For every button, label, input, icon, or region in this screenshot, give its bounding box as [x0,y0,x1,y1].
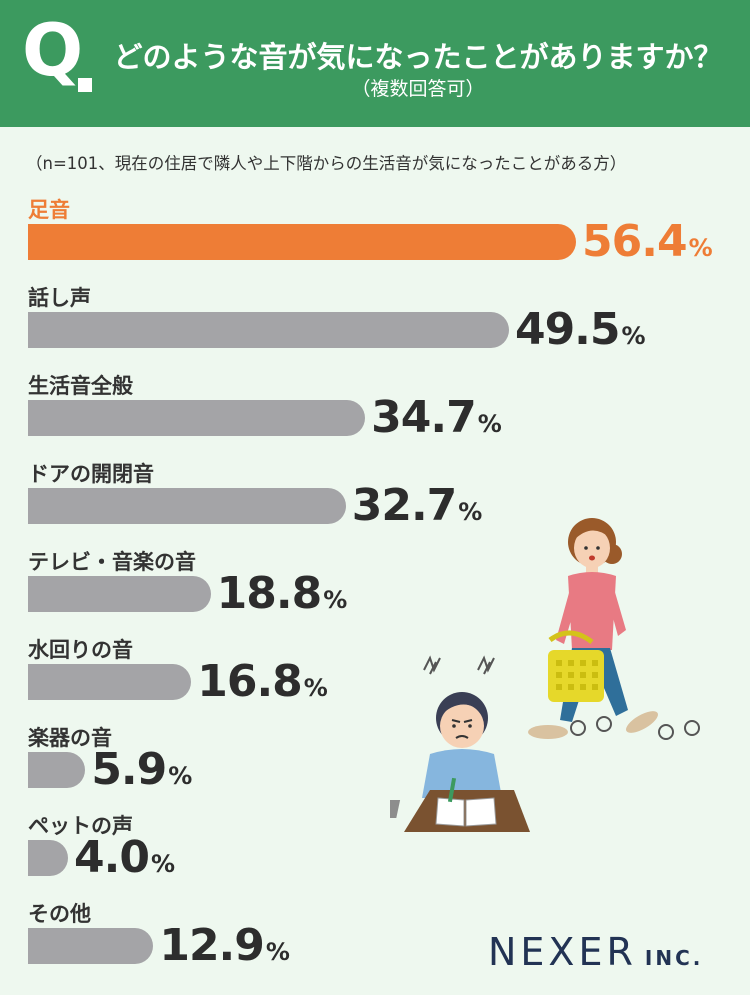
value-percent-sign: % [303,674,328,702]
value-percent-sign: % [323,586,348,614]
woman-shoe-left [528,725,568,739]
bar [28,664,192,700]
sample-note: （n=101、現在の住居で隣人や上下階からの生活音が気になったことがある方） [26,154,627,173]
question-dot [78,78,92,92]
boy-face [440,704,484,748]
category-label: 水回りの音 [28,638,133,662]
pencil [447,777,457,803]
value-percent-sign: % [168,762,193,790]
value-number: 16.8 [197,656,303,707]
value-label: 5.9% [91,748,192,792]
value-label: 49.5% [515,308,646,352]
nexer-logo: NEXER INC. [488,930,703,974]
value-number: 18.8 [216,568,323,619]
question-subtitle: （複数回答可） [351,78,485,100]
header-banner: Q どのような音が気になったことがありますか？ （複数回答可） [0,0,750,127]
laundry-basket [548,630,604,702]
value-label: 12.9% [159,924,290,968]
category-label: 生活音全般 [28,374,133,398]
value-number: 12.9 [159,920,265,971]
category-label: ペットの声 [28,814,133,838]
value-number: 56.4 [582,216,688,267]
woman-shoe-right [626,711,658,733]
value-label: 4.0% [74,836,175,880]
woman-walking-illustration [528,518,700,740]
value-number: 4.0 [74,832,150,883]
value-percent-sign: % [458,498,483,526]
tablet [390,800,401,818]
logo-suffix: INC. [644,946,704,970]
logo-main: NEXER [488,930,637,974]
footstep-sound-marks [570,716,700,740]
value-percent-sign: % [265,938,290,966]
woman-shirt [568,572,616,650]
value-number: 49.5 [514,304,621,355]
value-label: 56.4% [582,220,713,264]
bar [28,840,68,876]
category-label: その他 [28,902,91,926]
value-percent-sign: % [477,410,502,438]
bar [28,928,154,964]
bar [28,400,366,436]
bar [28,224,576,260]
irritation-marks [423,655,495,675]
value-percent-sign: % [621,322,646,350]
question-title: どのような音が気になったことがありますか？ [113,40,723,74]
value-label: 16.8% [197,660,328,704]
value-percent-sign: % [688,234,713,262]
category-label: 楽器の音 [28,726,112,750]
boy-shirt [422,749,502,798]
category-label: ドアの開閉音 [28,462,154,486]
notebook [465,797,497,827]
question-mark-letter: Q [22,8,84,92]
woman-face [574,528,610,568]
value-label: 18.8% [217,572,348,616]
value-number: 34.7 [371,392,477,443]
value-number: 32.7 [351,480,458,531]
boy-studying-illustration [390,655,530,832]
bar [28,312,509,348]
value-label: 34.7% [371,396,502,440]
category-label: 話し声 [28,286,91,310]
bar [28,576,211,612]
value-label: 32.7% [352,484,483,528]
bar [28,488,346,524]
value-number: 5.9 [91,744,167,795]
category-label: 足音 [28,198,70,222]
bar [28,752,86,788]
category-label: テレビ・音楽の音 [28,550,196,574]
value-percent-sign: % [150,850,175,878]
